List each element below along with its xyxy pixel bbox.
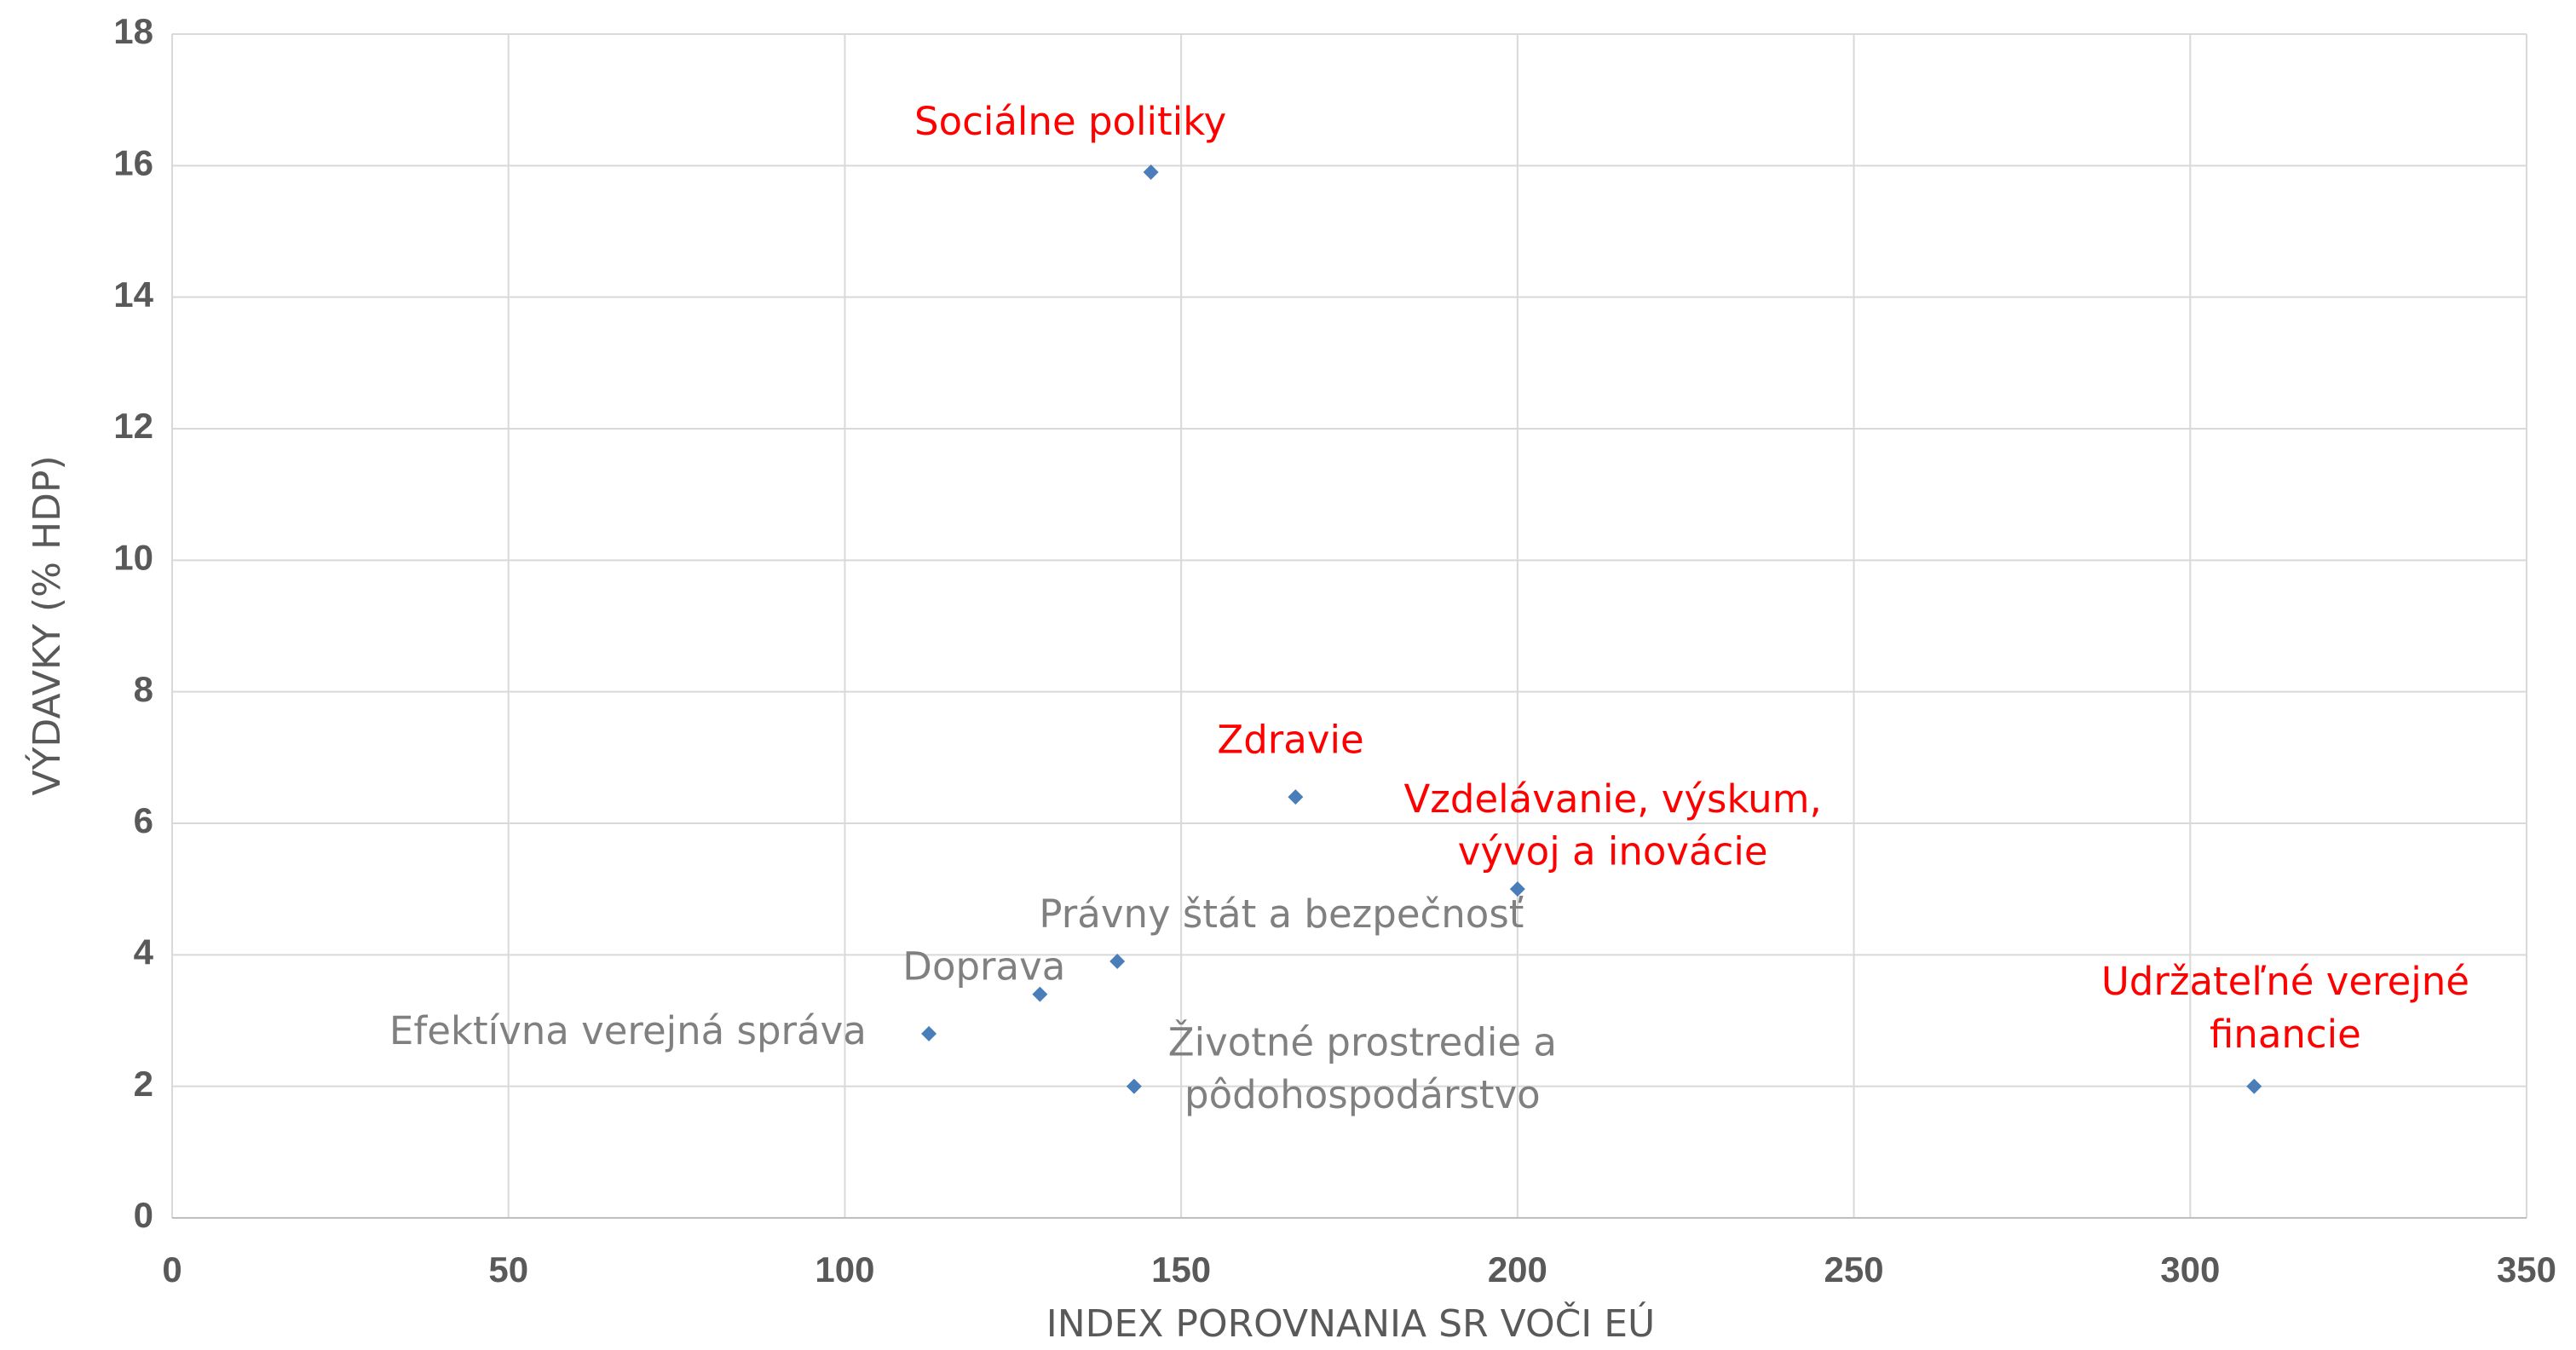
point-label: Zdravie	[1217, 718, 1363, 763]
x-tick-label: 300	[2160, 1249, 2220, 1289]
y-axis-title: VÝDAVKY (% HDP)	[24, 455, 69, 795]
point	[921, 1025, 937, 1041]
point-label: vývoj a inovácie	[1458, 829, 1768, 874]
point-label: Udržateľné verejné	[2101, 959, 2469, 1004]
point	[1126, 1078, 1142, 1094]
y-tick-label: 0	[134, 1195, 153, 1235]
y-tick-label: 6	[134, 800, 153, 840]
x-tick-label: 100	[815, 1249, 874, 1289]
y-tick-label: 14	[113, 274, 153, 314]
x-tick-label: 0	[162, 1249, 182, 1289]
point-label: Životné prostredie a	[1168, 1019, 1557, 1064]
point	[1509, 881, 1525, 897]
point-label: Efektívna verejná správa	[389, 1008, 867, 1053]
point	[1288, 789, 1304, 805]
point-label: Doprava	[902, 944, 1065, 989]
y-tick-label: 16	[113, 142, 153, 182]
point-label: Sociálne politiky	[914, 99, 1226, 144]
y-tick-label: 8	[134, 669, 153, 709]
x-tick-label: 350	[2497, 1249, 2556, 1289]
x-tick-label: 50	[488, 1249, 528, 1289]
point-label: Vzdelávanie, výskum,	[1404, 776, 1822, 822]
point-label: Právny štát a bezpečnosť	[1039, 891, 1524, 937]
point	[1109, 954, 1126, 970]
x-tick-label: 250	[1824, 1249, 1884, 1289]
point	[2246, 1078, 2262, 1094]
x-tick-label: 150	[1151, 1249, 1211, 1289]
point-label: financie	[2210, 1012, 2361, 1057]
point	[1032, 986, 1048, 1002]
y-tick-label: 12	[113, 406, 153, 446]
x-axis-title: INDEX POROVNANIA SR VOČI EÚ	[1046, 1301, 1656, 1346]
point	[1143, 164, 1159, 181]
y-tick-label: 18	[113, 11, 153, 51]
y-tick-label: 4	[134, 932, 154, 972]
y-tick-label: 2	[134, 1064, 153, 1104]
point-label: pôdohospodárstvo	[1184, 1072, 1541, 1117]
x-tick-label: 200	[1488, 1249, 1547, 1289]
y-tick-label: 10	[113, 537, 153, 577]
